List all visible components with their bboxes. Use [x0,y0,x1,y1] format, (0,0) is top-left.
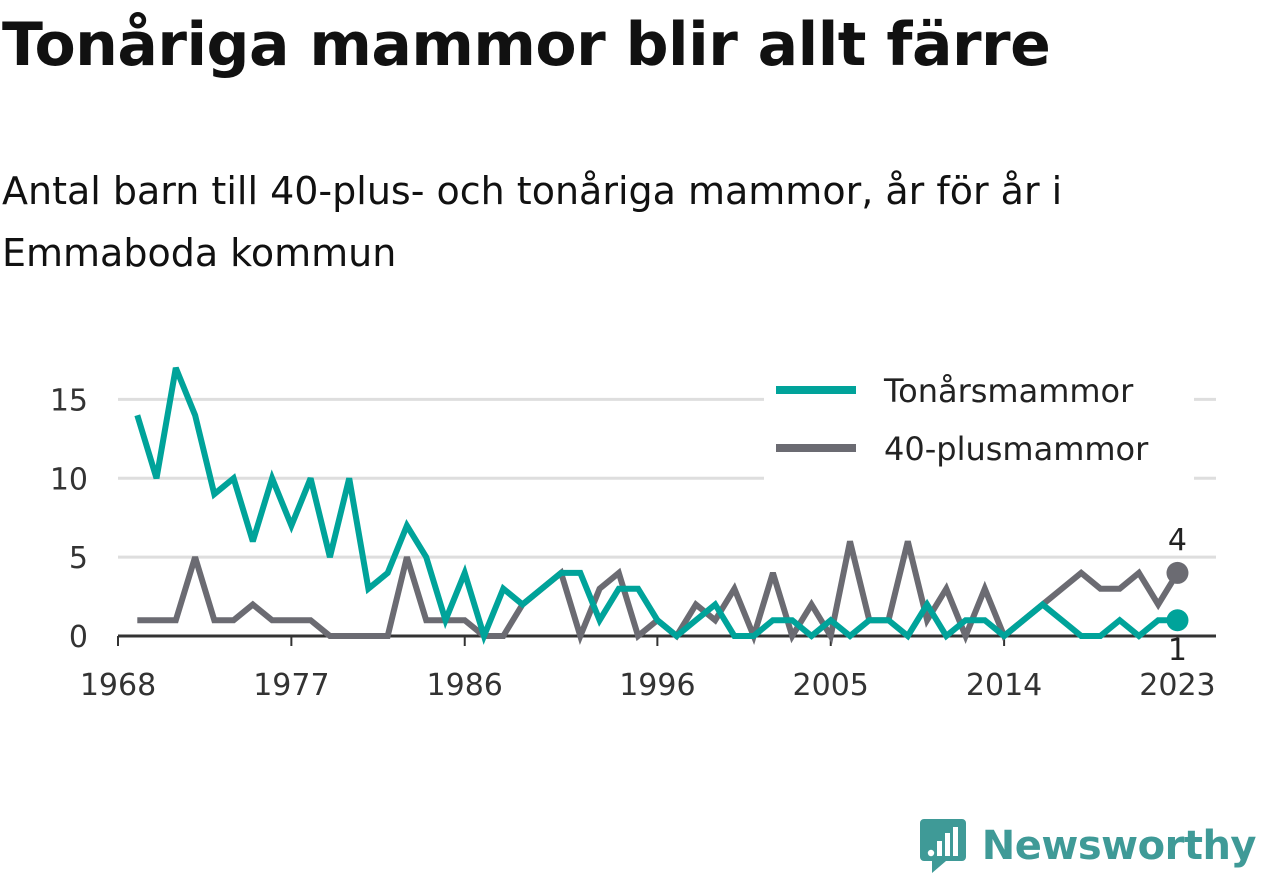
legend-label: 40-plusmammor [884,430,1149,468]
y-tick-label: 10 [50,462,88,497]
x-tick-label: 2023 [1139,668,1215,703]
page-subtitle: Antal barn till 40-plus- och tonåriga ma… [2,169,1063,275]
brand: Newsworthy [918,817,1257,875]
x-tick-label: 1977 [253,668,329,703]
x-tick-label: 2014 [966,668,1042,703]
y-tick-label: 5 [69,541,88,576]
series-line-0 [134,366,1178,645]
end-value-label: 1 [1168,633,1187,668]
x-tick-label: 1968 [80,668,156,703]
end-point-marker [1166,561,1189,584]
x-tick-label: 1996 [619,668,695,703]
newsworthy-logo-icon [919,819,966,873]
x-axis: 1968 1977 1986 1996 2005 2014 2023 [80,634,1216,703]
page-title: Tonåriga mammor blir allt färre [2,10,1051,80]
y-tick-label: 0 [69,620,88,655]
x-tick-label: 1986 [427,668,503,703]
brand-name: Newsworthy [981,823,1257,869]
end-point-marker [1166,609,1189,632]
series-lines [134,366,1181,645]
end-labels: 41 [1166,523,1189,668]
legend-label: Tonårsmammor [883,372,1134,410]
x-tick-label: 2005 [793,668,869,703]
legend-background [764,364,1194,482]
y-tick-label: 15 [50,383,88,418]
legend: Tonårsmammor 40-plusmammor [764,364,1194,482]
end-value-label: 4 [1168,523,1187,558]
y-axis: 0 5 10 15 [50,383,88,655]
